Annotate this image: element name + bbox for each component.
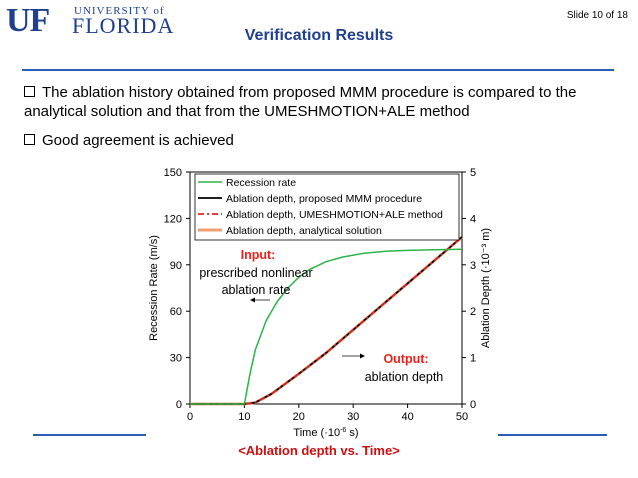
y-tick-label-right: 3 [470,260,476,272]
logo-florida-text: FLORIDA [72,13,175,38]
logo-university-text: UNIVERSITY of [74,5,165,17]
x-tick-label: 30 [347,411,359,423]
bullet-text-1: The ablation history obtained from propo… [24,84,577,120]
x-tick-label: 10 [238,411,250,423]
logo-uf-text: UF [6,2,50,39]
annotation-output-arrowhead [360,353,365,359]
title-divider [22,69,614,71]
x-tick-label: 50 [456,411,468,423]
bullet-item-1: The ablation history obtained from propo… [24,83,624,121]
y-tick-label-right: 4 [470,213,476,225]
legend-label-recession: Recession rate [226,177,296,189]
annotation-output-text: ablation depth [365,370,444,384]
y-axis-label-right: Ablation Depth (·10⁻³ m) [480,228,492,348]
footer-divider-left [33,434,146,436]
uf-logo: UF UNIVERSITY of FLORIDA [6,4,176,38]
y-tick-label-left: 120 [164,213,182,225]
legend-label-mmm: Ablation depth, proposed MMM procedure [226,193,422,205]
y-tick-label-right: 1 [470,353,476,365]
x-axis-label: Time (·10-6 s) [293,427,358,439]
y-tick-label-right: 0 [470,399,476,411]
series-recession-rate [190,248,463,405]
y-tick-label-left: 0 [176,399,182,411]
bullet-text-2: Good agreement is achieved [42,132,234,149]
y-tick-label-left: 30 [170,353,182,365]
annotation-input-arrowhead [250,297,255,303]
chart-caption: <Ablation depth vs. Time> [238,443,400,458]
slide-title: Verification Results [244,27,394,44]
annotation-input-text-2: ablation rate [222,283,291,297]
y-axis-label-left: Recession Rate (m/s) [148,235,160,341]
checkbox-bullet-icon [24,134,35,145]
slide-number: Slide 10 of 18 [566,10,628,21]
y-tick-label-left: 150 [164,167,182,179]
x-tick-label: 0 [187,411,193,423]
plot-area [189,171,463,405]
legend-label-umesh: Ablation depth, UMESHMOTION+ALE method [226,209,443,221]
annotation-input-title: Input: [241,248,276,262]
footer-divider-right [498,434,607,436]
legend-label-analytical: Ablation depth, analytical solution [226,225,382,237]
x-tick-label: 20 [293,411,305,423]
legend-box [194,173,460,241]
x-tick-label: 40 [401,411,413,423]
annotation-input-text-1: prescribed nonlinear [199,266,312,280]
y-tick-label-left: 60 [170,306,182,318]
y-tick-label-right: 2 [470,306,476,318]
bullet-item-2: Good agreement is achieved [24,131,624,150]
checkbox-bullet-icon [24,86,35,97]
series-depth-umesh [190,236,463,405]
annotation-output-title: Output: [383,352,428,366]
y-tick-label-right: 5 [470,167,476,179]
y-tick-label-left: 90 [170,260,182,272]
legend: Recession rate Ablation depth, proposed … [194,173,460,241]
